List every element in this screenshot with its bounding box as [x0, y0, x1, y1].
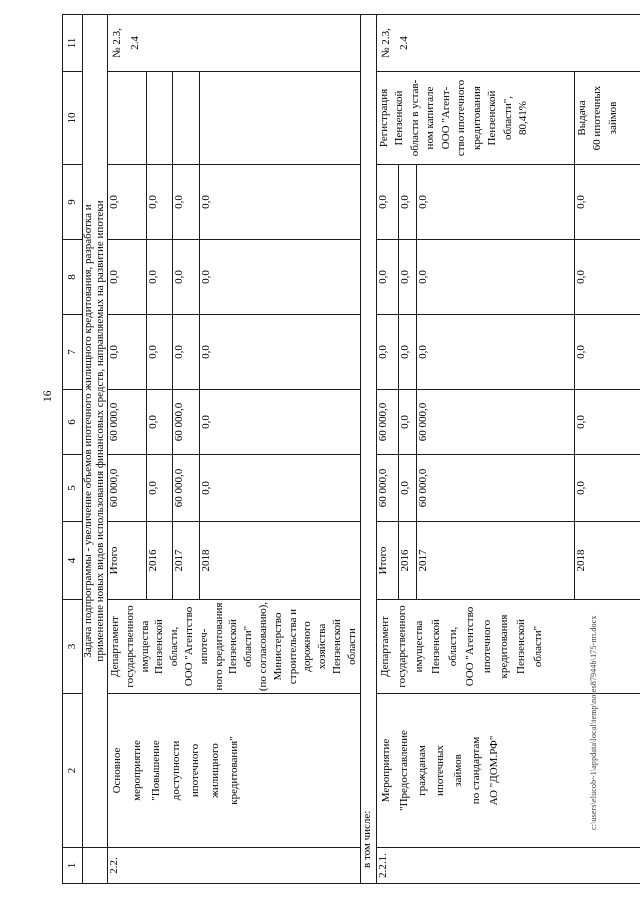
value-cell: 0,0 — [376, 239, 399, 315]
year-cell: 2017 — [172, 521, 200, 600]
measure-name-cell: Основное мероприятие "Повышение доступно… — [107, 693, 361, 848]
value-cell: 0,0 — [146, 314, 173, 390]
value-cell: 0,0 — [146, 164, 173, 240]
row-number-cell: 2.2. — [107, 847, 361, 884]
header-cell: 8 — [62, 239, 83, 315]
value-cell: 0,0 — [172, 164, 200, 240]
value-cell: 0,0 — [376, 164, 399, 240]
value-cell: 0,0 — [574, 164, 640, 240]
year-cell: 2018 — [199, 521, 361, 600]
value-cell: 0,0 — [146, 239, 173, 315]
value-cell: 0,0 — [199, 239, 361, 315]
header-cell: 3 — [62, 599, 83, 694]
value-cell: 0,0 — [172, 239, 200, 315]
year-cell: 2016 — [398, 521, 417, 600]
task-row: Задача подпрограммы - увеличение объемов… — [82, 14, 108, 884]
executor-cell: Департамент государственного имущества П… — [376, 599, 640, 694]
value-cell: 0,0 — [199, 389, 361, 455]
measure-name-cell: Мероприятие "Предоставление гражданам ип… — [376, 693, 640, 848]
table-header-row: 1 2 3 4 5 6 7 8 9 10 11 — [62, 14, 83, 884]
value-cell: 0,0 — [107, 239, 147, 315]
value-cell: 60 000,0 — [107, 389, 147, 455]
year-cell: Итого — [107, 521, 147, 600]
value-cell: 60 000,0 — [376, 454, 399, 522]
value-cell: 60 000,0 — [416, 454, 575, 522]
value-cell: 0,0 — [574, 314, 640, 390]
table-row: 2.2. Основное мероприятие "Повышение дос… — [107, 14, 361, 884]
expected-result-cell: Регистрация Пензенской области в устав- … — [376, 71, 575, 165]
header-cell: 2 — [62, 693, 83, 848]
program-measures-table: 1 2 3 4 5 6 7 8 9 10 11 Задача подпрогра… — [62, 14, 640, 884]
result-cell-empty — [172, 71, 200, 165]
value-cell: 0,0 — [416, 314, 575, 390]
subtotal-label-cell: в том числе: — [360, 14, 377, 884]
value-cell: 0,0 — [107, 314, 147, 390]
header-cell: 6 — [62, 389, 83, 455]
table-row: 2.2.1. Мероприятие "Предоставление гражд… — [376, 14, 640, 884]
subtotal-row: в том числе: — [360, 14, 377, 884]
header-cell: 4 — [62, 521, 83, 600]
indicator-link-cell: № 2.3, 2.4 — [376, 14, 640, 72]
value-cell: 0,0 — [199, 454, 361, 522]
value-cell: 60 000,0 — [107, 454, 147, 522]
value-cell: 0,0 — [398, 239, 417, 315]
executor-cell: Департамент государственного имущества П… — [107, 599, 361, 694]
value-cell: 0,0 — [199, 314, 361, 390]
value-cell: 0,0 — [574, 239, 640, 315]
header-cell: 7 — [62, 314, 83, 390]
value-cell: 0,0 — [398, 454, 417, 522]
value-cell: 0,0 — [398, 389, 417, 455]
value-cell: 60 000,0 — [172, 389, 200, 455]
header-cell: 5 — [62, 454, 83, 522]
row-number-cell: 2.2.1. — [376, 847, 640, 884]
year-cell: 2018 — [574, 521, 640, 600]
value-cell: 60 000,0 — [416, 389, 575, 455]
value-cell: 0,0 — [398, 164, 417, 240]
subprogram-task-cell: Задача подпрограммы - увеличение объемов… — [82, 14, 108, 848]
value-cell: 0,0 — [416, 164, 575, 240]
result-cell-empty — [107, 71, 147, 165]
page-number: 16 — [42, 390, 54, 403]
value-cell: 0,0 — [199, 164, 361, 240]
footer-file-path: c:\users\elucob~1\appdata\local\temp\not… — [589, 615, 598, 830]
value-cell: 0,0 — [574, 454, 640, 522]
value-cell: 0,0 — [146, 454, 173, 522]
value-cell: 60 000,0 — [172, 454, 200, 522]
value-cell: 0,0 — [376, 314, 399, 390]
year-cell: 2017 — [416, 521, 575, 600]
value-cell: 0,0 — [172, 314, 200, 390]
value-cell: 0,0 — [574, 389, 640, 455]
task-row-number-cell — [82, 847, 108, 884]
expected-result-cell: Выдача 60 ипотечных займов — [574, 71, 640, 165]
value-cell: 0,0 — [416, 239, 575, 315]
indicator-link-cell: № 2.3, 2.4 — [107, 14, 361, 72]
value-cell: 0,0 — [146, 389, 173, 455]
result-cell-empty — [199, 71, 361, 165]
header-cell: 9 — [62, 164, 83, 240]
value-cell: 60 000,0 — [376, 389, 399, 455]
year-cell: Итого — [376, 521, 399, 600]
value-cell: 0,0 — [398, 314, 417, 390]
header-cell: 1 — [62, 847, 83, 884]
header-cell: 11 — [62, 14, 83, 72]
value-cell: 0,0 — [107, 164, 147, 240]
year-cell: 2016 — [146, 521, 173, 600]
result-cell-empty — [146, 71, 173, 165]
header-cell: 10 — [62, 71, 83, 165]
